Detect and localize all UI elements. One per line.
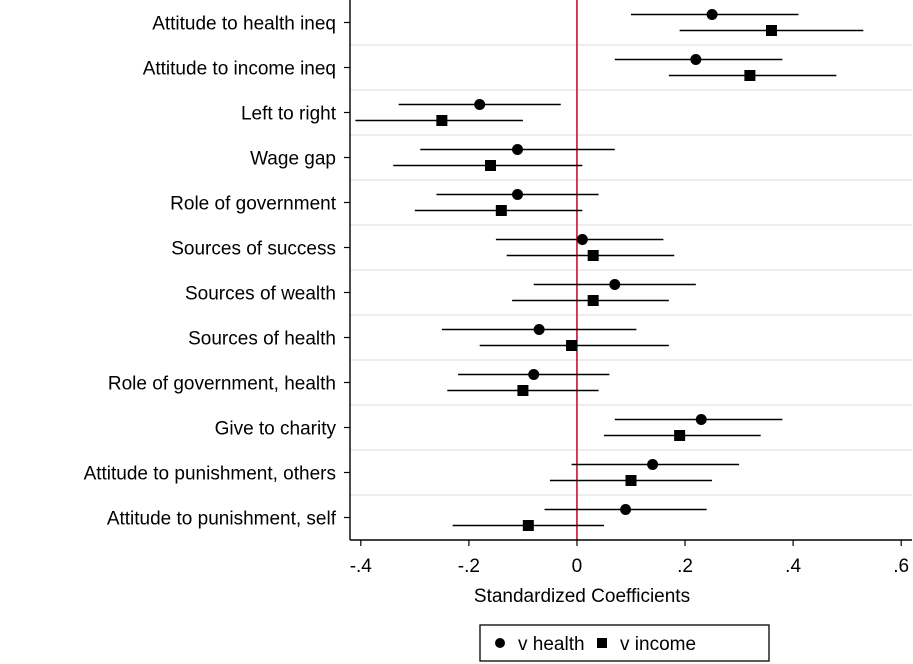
point-marker [609, 279, 621, 290]
x-tick-label: .2 [677, 556, 693, 577]
category-label: Attitude to punishment, self [107, 509, 337, 530]
category-label: Attitude to income ineq [143, 59, 336, 80]
point-marker [625, 475, 637, 486]
point-marker [690, 54, 702, 65]
legend-label: v health [518, 634, 585, 655]
point-marker [522, 520, 534, 531]
category-label: Sources of wealth [185, 284, 336, 305]
category-label: Wage gap [250, 149, 336, 170]
category-label: Attitude to health ineq [152, 14, 336, 35]
point-marker [647, 459, 659, 470]
point-marker [695, 414, 707, 425]
plot-area [350, 0, 912, 540]
point-marker [517, 385, 529, 396]
point-marker [744, 70, 756, 81]
point-marker [474, 99, 486, 110]
point-marker [587, 295, 599, 306]
series-v-health [398, 9, 799, 515]
point-marker [674, 430, 686, 441]
legend-box [479, 624, 770, 662]
point-marker [512, 189, 524, 200]
legend-marker [495, 638, 505, 648]
point-marker [566, 340, 578, 351]
point-marker [766, 25, 777, 36]
point-marker [512, 144, 524, 155]
point-marker [533, 324, 545, 335]
x-tick-label: -.4 [350, 556, 373, 577]
point-marker [436, 115, 448, 126]
x-tick-label: .6 [893, 556, 909, 577]
legend-marker [597, 638, 607, 648]
category-label: Sources of health [188, 329, 336, 350]
category-label: Left to right [241, 104, 337, 125]
point-marker [620, 504, 632, 515]
category-label: Give to charity [215, 419, 337, 440]
legend: v health v income [479, 624, 770, 662]
x-tick-label: -.2 [458, 556, 480, 577]
series-v-income [355, 25, 864, 531]
point-marker [587, 250, 599, 261]
legend-label: v income [620, 634, 696, 655]
point-marker [528, 369, 540, 380]
point-marker [576, 234, 588, 245]
x-axis: -.4 -.2 0 .2 .4 .6 [350, 539, 912, 577]
y-axis: Attitude to health ineq Attitude to incom… [84, 0, 351, 540]
category-label: Attitude to punishment, others [84, 464, 336, 485]
x-tick-label: 0 [572, 556, 583, 577]
x-tick-label: .4 [785, 556, 801, 577]
x-axis-title: Standardized Coefficients [474, 586, 690, 607]
category-label: Role of government, health [108, 374, 336, 395]
category-label: Role of government [170, 194, 337, 215]
point-marker [485, 160, 496, 171]
point-marker [495, 205, 507, 216]
point-marker [706, 9, 718, 20]
category-label: Sources of success [171, 239, 336, 260]
